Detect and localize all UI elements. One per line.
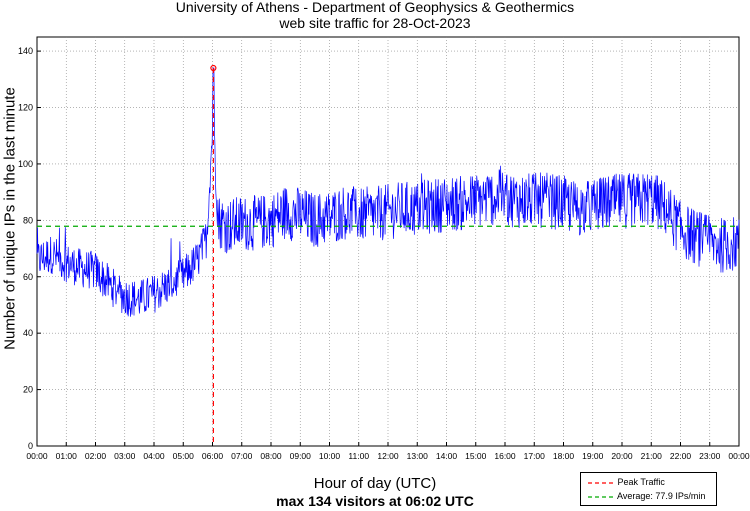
legend-average-label: Average: 77.9 IPs/min [617,491,706,501]
x-tick-label: 23:00 [699,451,721,461]
x-tick-label: 04:00 [143,451,165,461]
y-tick-label: 60 [23,272,33,282]
legend-average-swatch [588,496,614,498]
x-tick-label: 16:00 [494,451,516,461]
y-tick-label: 120 [18,103,33,113]
legend-peak-label: Peak Traffic [617,477,665,487]
y-tick-label: 20 [23,385,33,395]
x-tick-label: 05:00 [173,451,195,461]
x-tick-label: 00:00 [26,451,48,461]
x-axis-label: Hour of day (UTC) [313,475,437,492]
x-tick-label: 03:00 [114,451,136,461]
y-tick-label: 0 [28,441,33,451]
chart-title-line-1: University of Athens - Department of Geo… [175,0,575,15]
y-tick-label: 140 [18,46,33,56]
chart-title-line-2: web site traffic for 28-Oct-2023 [279,15,471,31]
x-tick-label: 12:00 [377,451,399,461]
x-tick-label: 17:00 [524,451,546,461]
legend-item-peak: Peak Traffic [587,476,665,488]
peak-marker [210,64,217,72]
chart-title: University of Athens - Department of Geo… [0,0,750,31]
x-tick-label: 13:00 [407,451,429,461]
legend-item-average: Average: 77.9 IPs/min [587,490,705,502]
x-tick-label: 00:00 [728,451,750,461]
legend: Peak Traffic Average: 77.9 IPs/min [580,472,717,506]
x-tick-label: 07:00 [231,451,253,461]
x-tick-label: 02:00 [85,451,107,461]
y-tick-label: 100 [18,159,33,169]
x-tick-label: 20:00 [611,451,633,461]
x-tick-label: 08:00 [260,451,282,461]
x-tick-label: 18:00 [553,451,575,461]
x-tick-label: 19:00 [582,451,604,461]
y-tick-label: 80 [23,215,33,225]
traffic-series-line [36,67,740,317]
legend-peak-swatch [588,482,614,484]
x-tick-label: 09:00 [290,451,312,461]
x-tick-label: 01:00 [56,451,78,461]
x-tick-label: 14:00 [436,451,458,461]
chart-subtitle: max 134 visitors at 06:02 UTC [276,493,474,509]
x-tick-label: 11:00 [348,451,369,461]
x-tick-label: 21:00 [641,451,663,461]
y-tick-label: 40 [23,328,33,338]
line-chart: 0 20 40 60 80 100 120 140 00:00 01:00 02:00 03:00 04… [18,36,750,461]
x-tick-label: 15:00 [465,451,487,461]
x-tick-label: 06:00 [202,451,224,461]
x-tick-label: 22:00 [670,451,692,461]
x-tick-label: 10:00 [319,451,341,461]
